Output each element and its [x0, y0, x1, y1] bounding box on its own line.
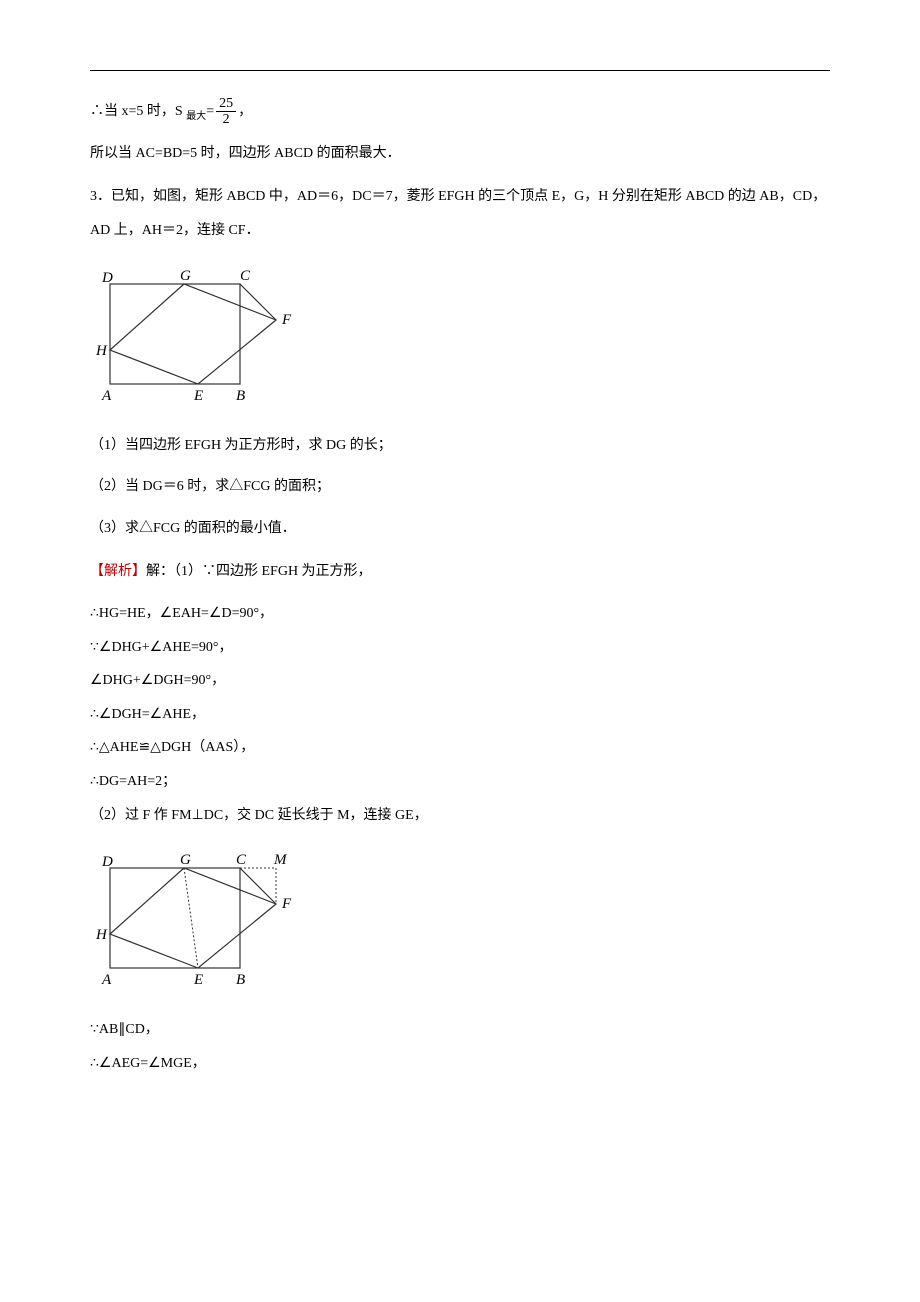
svg-text:M: M — [273, 852, 288, 868]
svg-text:D: D — [101, 270, 113, 286]
fraction: 252 — [214, 96, 238, 128]
page: ∴当 x=5 时，S 最大=252， 所以当 AC=BD=5 时，四边形 ABC… — [0, 0, 920, 1302]
svg-text:E: E — [193, 972, 203, 988]
text: ， — [238, 104, 252, 119]
solution-2-line-1: （2）过 F 作 FM⊥DC，交 DC 延长线于 M，连接 GE， — [90, 799, 830, 833]
top-rule — [90, 70, 830, 71]
solution-line-7: ∴DG=AH=2； — [90, 765, 830, 799]
solution-line-3: ∵∠DHG+∠AHE=90°， — [90, 631, 830, 665]
question-2: （2）当 DG＝6 时，求△FCG 的面积； — [90, 470, 830, 504]
problem-3-statement: 3．已知，如图，矩形 ABCD 中，AD＝6，DC＝7，菱形 EFGH 的三个顶… — [90, 180, 830, 247]
svg-text:A: A — [101, 972, 112, 988]
svg-text:E: E — [193, 388, 203, 404]
solution-line-5: ∴∠DGH=∠AHE， — [90, 698, 830, 732]
question-3: （3）求△FCG 的面积的最小值． — [90, 512, 830, 546]
svg-text:D: D — [101, 854, 113, 870]
numerator: 25 — [216, 96, 236, 112]
solution-line-4: ∠DHG+∠DGH=90°， — [90, 664, 830, 698]
svg-text:A: A — [101, 388, 112, 404]
solution-line-2: ∴HG=HE，∠EAH=∠D=90°， — [90, 597, 830, 631]
svg-text:G: G — [180, 268, 191, 284]
text: = — [206, 104, 214, 119]
svg-text:F: F — [281, 896, 292, 912]
svg-text:B: B — [236, 388, 245, 404]
solution-line-1: 【解析】解：（1）∵四边形 EFGH 为正方形， — [90, 555, 830, 589]
text: ∴当 x=5 时，S — [90, 104, 186, 119]
subscript: 最大 — [186, 111, 206, 122]
solution-line-6: ∴△AHE≌△DGH（AAS）， — [90, 731, 830, 765]
figure-2: D G C M F H A E B — [90, 846, 830, 999]
figure-2-svg: D G C M F H A E B — [90, 846, 308, 994]
text: 解：（1）∵四边形 EFGH 为正方形， — [146, 564, 372, 579]
conclusion-line-1: ∴当 x=5 时，S 最大=252， — [90, 95, 830, 129]
svg-text:G: G — [180, 852, 191, 868]
svg-text:H: H — [95, 927, 108, 943]
denominator: 2 — [216, 112, 236, 127]
conclusion-line-2: 所以当 AC=BD=5 时，四边形 ABCD 的面积最大． — [90, 137, 830, 171]
question-1: （1）当四边形 EFGH 为正方形时，求 DG 的长； — [90, 429, 830, 463]
figure-1-svg: D G C F H A E B — [90, 262, 298, 410]
solution-2-line-3: ∴∠AEG=∠MGE， — [90, 1047, 830, 1081]
svg-text:C: C — [236, 852, 247, 868]
svg-text:H: H — [95, 343, 108, 359]
solution-label: 【解析】 — [90, 564, 146, 579]
svg-text:B: B — [236, 972, 245, 988]
figure-1: D G C F H A E B — [90, 262, 830, 415]
svg-text:F: F — [281, 312, 292, 328]
svg-text:C: C — [240, 268, 251, 284]
solution-2-line-2: ∵AB∥CD， — [90, 1013, 830, 1047]
